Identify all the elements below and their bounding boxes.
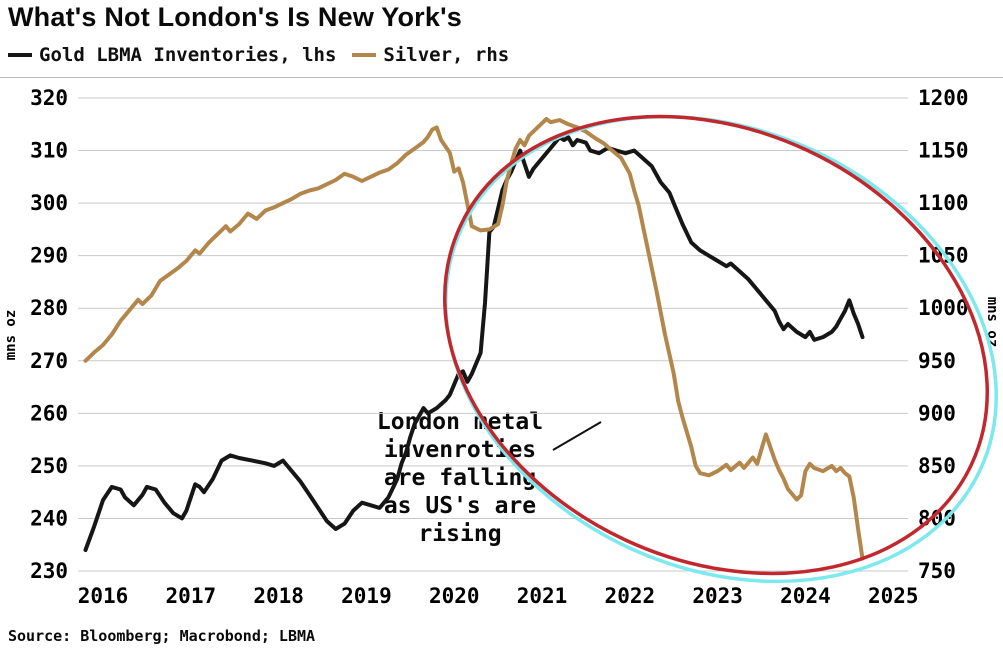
y-left-tick-label: 290: [30, 244, 68, 268]
legend-item-silver: Silver, rhs: [352, 44, 509, 66]
x-tick-label: 2020: [429, 584, 480, 608]
y-right-tick-label: 1150: [918, 139, 969, 163]
legend-swatch: [352, 53, 377, 57]
y-left-tick-label: 320: [30, 86, 68, 110]
x-tick-label: 2025: [868, 584, 919, 608]
x-tick-label: 2016: [78, 584, 129, 608]
x-tick-label: 2024: [780, 584, 831, 608]
highlight-ellipse-shadow: [444, 114, 998, 584]
y-left-tick-label: 250: [30, 454, 68, 478]
callout-pointer-line: [552, 421, 602, 451]
x-tick-label: 2017: [166, 584, 217, 608]
highlight-ellipse: [442, 114, 990, 576]
y-left-tick-label: 300: [30, 191, 68, 215]
y-right-tick-label: 850: [918, 454, 956, 478]
x-tick-label: 2018: [253, 584, 304, 608]
y-axis-unit-left: mns oz: [3, 310, 19, 361]
y-right-tick-label: 1000: [918, 296, 969, 320]
x-tick-label: 2023: [692, 584, 743, 608]
x-tick-label: 2021: [517, 584, 568, 608]
y-left-tick-label: 260: [30, 401, 68, 425]
chart-title: What's Not London's Is New York's: [8, 2, 462, 32]
y-left-tick-label: 240: [30, 506, 68, 530]
x-tick-label: 2019: [341, 584, 392, 608]
y-right-tick-label: 950: [918, 349, 956, 373]
legend-divider: [0, 77, 1003, 78]
legend-item-gold: Gold LBMA Inventories, lhs: [8, 44, 336, 66]
y-left-tick-label: 270: [30, 349, 68, 373]
y-left-tick-label: 310: [30, 139, 68, 163]
legend-label-silver: Silver, rhs: [383, 44, 510, 66]
y-right-tick-label: 1100: [918, 191, 969, 215]
y-left-tick-label: 230: [30, 559, 68, 583]
source-note: Source: Bloomberg; Macrobond; LBMA: [8, 627, 316, 645]
series-line-silver: [83, 117, 865, 561]
legend: Gold LBMA Inventories, lhs Silver, rhs: [8, 44, 525, 66]
legend-swatch: [8, 53, 32, 57]
y-right-tick-label: 1200: [918, 86, 969, 110]
y-right-tick-label: 900: [918, 401, 956, 425]
legend-label-gold: Gold LBMA Inventories, lhs: [39, 44, 337, 66]
y-right-tick-label: 750: [918, 559, 956, 583]
x-tick-label: 2022: [605, 584, 656, 608]
y-left-tick-label: 280: [30, 296, 68, 320]
